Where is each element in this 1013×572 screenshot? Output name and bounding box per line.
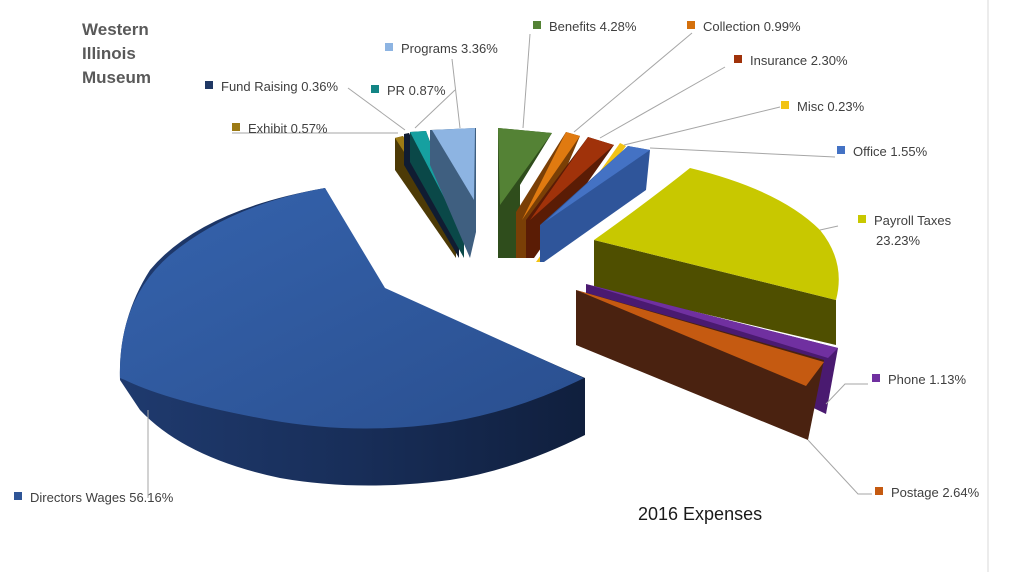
legend-swatch (781, 101, 789, 109)
data-labels: Directors Wages 56.16% Exhibit 0.57% Fund … (14, 19, 980, 505)
title-line: Western (82, 20, 149, 39)
legend-swatch (232, 123, 240, 131)
legend-swatch (385, 43, 393, 51)
label-phone: Phone 1.13% (888, 372, 967, 387)
slice-directors-wages (119, 188, 585, 486)
title-line: Illinois (82, 44, 136, 63)
legend-swatch (371, 85, 379, 93)
label-collection: Collection 0.99% (703, 19, 801, 34)
slice-benefits (498, 128, 552, 258)
label-benefits: Benefits 4.28% (549, 19, 637, 34)
legend-swatch (734, 55, 742, 63)
slice-payroll-taxes (594, 168, 839, 345)
legend-swatch (533, 21, 541, 29)
chart-title: Western Illinois Museum (82, 18, 151, 90)
legend-swatch (875, 487, 883, 495)
label-office: Office 1.55% (853, 144, 928, 159)
legend-swatch (205, 81, 213, 89)
label-postage: Postage 2.64% (891, 485, 980, 500)
legend-swatch (687, 21, 695, 29)
label-pr: PR 0.87% (387, 83, 446, 98)
legend-swatch (837, 146, 845, 154)
title-line: Museum (82, 68, 151, 87)
legend-swatch (858, 215, 866, 223)
label-programs: Programs 3.36% (401, 41, 498, 56)
slice-office (540, 146, 650, 262)
label-insurance: Insurance 2.30% (750, 53, 848, 68)
leader-lines (147, 32, 872, 498)
label-directors-wages: Directors Wages 56.16% (30, 490, 174, 505)
label-fund-raising: Fund Raising 0.36% (221, 79, 339, 94)
label-misc: Misc 0.23% (797, 99, 865, 114)
slice-programs (430, 128, 476, 258)
slice-postage (576, 290, 824, 440)
legend-swatch (872, 374, 880, 382)
label-payroll-taxes: Payroll Taxes (874, 213, 952, 228)
label-exhibit: Exhibit 0.57% (248, 121, 328, 136)
chart-subtitle: 2016 Expenses (638, 504, 763, 524)
value-payroll-taxes: 23.23% (876, 233, 921, 248)
legend-swatch (14, 492, 22, 500)
